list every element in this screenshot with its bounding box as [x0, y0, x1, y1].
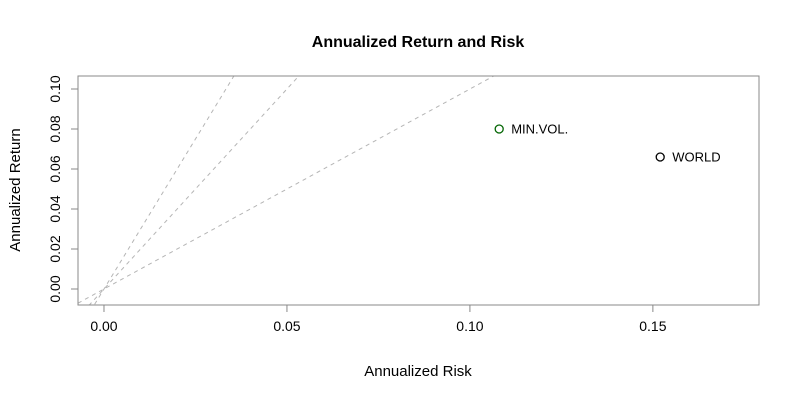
chart-title: Annualized Return and Risk — [312, 34, 525, 51]
axes-group: 0.00 0.05 0.10 0.15 0.00 0.02 0.04 0.06 0.08 0.10 — [47, 75, 667, 334]
data-point-world — [655, 152, 665, 162]
y-tick-label-5: 0.10 — [47, 75, 63, 102]
x-tick-label-3: 0.15 — [639, 318, 666, 334]
y-tick-label-4: 0.08 — [47, 115, 63, 142]
data-point-min-vol — [494, 124, 504, 134]
plot-box — [77, 75, 760, 306]
reference-lines-group — [78, 76, 495, 305]
y-tick-label-3: 0.06 — [47, 155, 63, 182]
x-tick-label-1: 0.05 — [273, 318, 300, 334]
y-tick-label-0: 0.00 — [47, 275, 63, 302]
x-tick-label-2: 0.10 — [456, 318, 483, 334]
data-points-group: MIN.VOL. WORLD — [494, 122, 721, 165]
reference-line-sharpe-ratio-2 — [88, 76, 300, 305]
x-tick-label-0: 0.00 — [90, 318, 117, 334]
reference-line-sharpe-ratio-3 — [93, 76, 235, 305]
y-tick-label-2: 0.04 — [47, 195, 63, 222]
reference-line-sharpe-ratio-1 — [78, 76, 495, 304]
x-axis-title: Annualized Risk — [364, 363, 472, 380]
y-axis-title: Annualized Return — [7, 128, 24, 251]
data-point-label-world: WORLD — [672, 150, 720, 165]
y-tick-label-1: 0.02 — [47, 235, 63, 262]
data-point-label-min-vol: MIN.VOL. — [511, 122, 568, 137]
